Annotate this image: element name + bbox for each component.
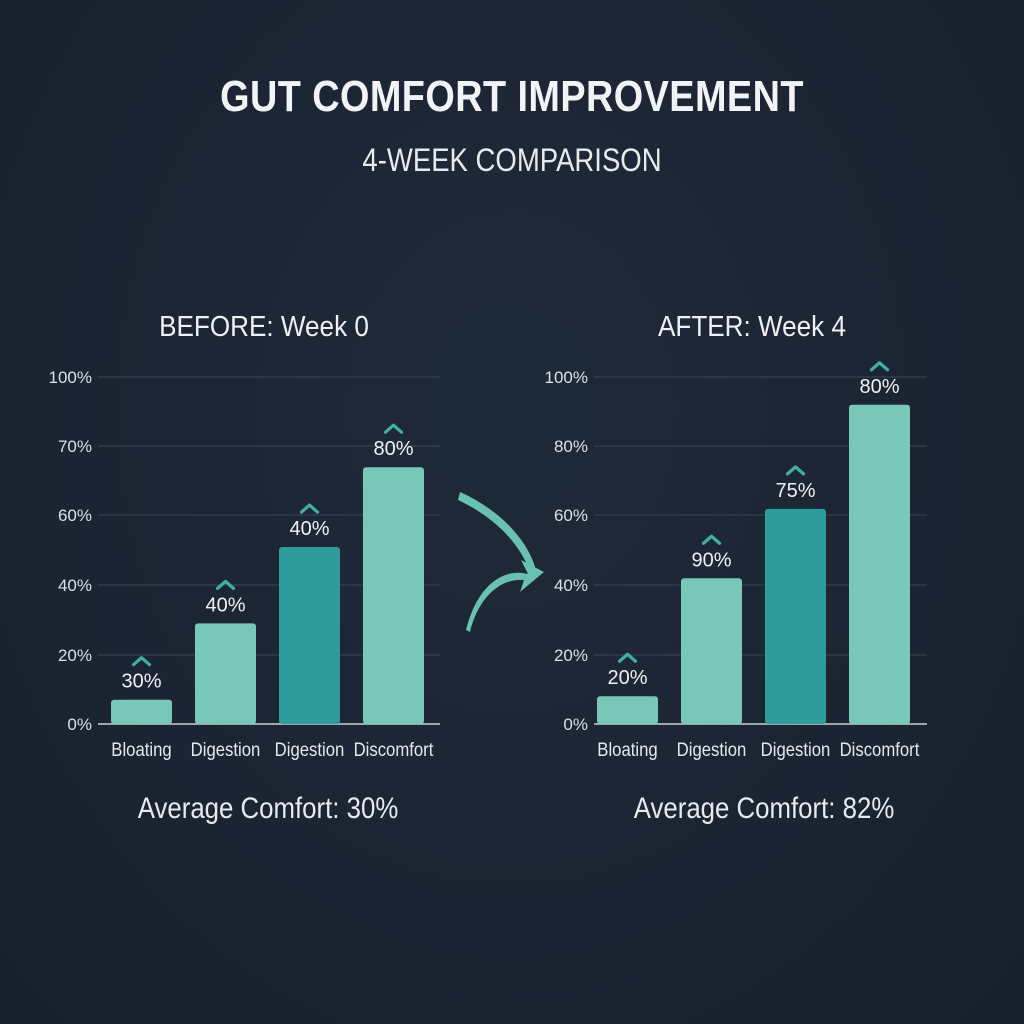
before-category-label: Digestion: [191, 739, 261, 760]
after-panel-title: AFTER: Week 4: [658, 310, 846, 343]
after-y-tick-label: 40%: [554, 576, 588, 595]
before-data-label: 80%: [373, 438, 413, 460]
after-category-label: Discomfort: [840, 739, 920, 760]
before-bar: [195, 623, 256, 724]
after-chart: AFTER: Week 4 0% 20% 40% 60% 80% 100% 20% Bloati…: [545, 310, 927, 760]
before-data-label: 40%: [205, 594, 245, 616]
before-y-tick-label: 100%: [49, 368, 92, 387]
average-comfort-after: Average Comfort: 82%: [633, 792, 895, 825]
after-y-tick-label: 80%: [554, 437, 588, 456]
before-y-tick-label: 70%: [58, 437, 92, 456]
before-data-label: 40%: [289, 518, 329, 540]
after-data-label: 20%: [607, 667, 647, 689]
before-category-label: Bloating: [111, 739, 171, 760]
after-y-tick-label: 60%: [554, 506, 588, 525]
caret-up-icon: [215, 579, 236, 590]
after-category-label: Digestion: [677, 739, 747, 760]
caret-up-icon: [785, 465, 806, 476]
after-y-tick-label: 0%: [563, 715, 588, 734]
before-category-label: Discomfort: [354, 739, 434, 760]
before-y-tick-label: 40%: [58, 576, 92, 595]
before-y-tick-label: 20%: [58, 646, 92, 665]
chart-subtitle: 4-WEEK COMPARISON: [362, 142, 662, 178]
after-data-label: 80%: [859, 376, 899, 398]
after-data-label: 90%: [691, 549, 731, 571]
average-comfort-before: Average Comfort: 30%: [137, 792, 399, 825]
after-y-tick-label: 100%: [545, 368, 588, 387]
after-category-label: Bloating: [597, 739, 657, 760]
before-panel-title: BEFORE: Week 0: [159, 310, 369, 343]
before-bar: [279, 547, 340, 724]
caret-up-icon: [701, 534, 722, 545]
before-data-label: 30%: [121, 671, 161, 693]
transition-arrow-icon: [458, 492, 544, 632]
before-chart: BEFORE: Week 0 0% 20% 40% 60% 70% 100% 30% Bloat…: [49, 310, 440, 760]
after-bar: [765, 508, 826, 724]
before-category-label: Digestion: [275, 739, 345, 760]
after-category-label: Digestion: [761, 739, 831, 760]
after-bar: [681, 578, 742, 724]
after-bar: [849, 404, 910, 724]
arrow-shape: [458, 492, 544, 632]
before-bar: [111, 699, 172, 724]
before-y-tick-label: 0%: [67, 715, 92, 734]
before-y-tick-label: 60%: [58, 506, 92, 525]
after-data-label: 75%: [775, 480, 815, 502]
chart-title: GUT COMFORT IMPROVEMENT: [220, 72, 804, 121]
caret-up-icon: [869, 361, 890, 372]
caret-up-icon: [617, 652, 638, 663]
caret-up-icon: [299, 503, 320, 514]
after-bar: [597, 696, 658, 724]
before-bar: [363, 467, 424, 724]
after-y-tick-label: 20%: [554, 646, 588, 665]
caret-up-icon: [383, 423, 404, 434]
caret-up-icon: [131, 656, 152, 667]
